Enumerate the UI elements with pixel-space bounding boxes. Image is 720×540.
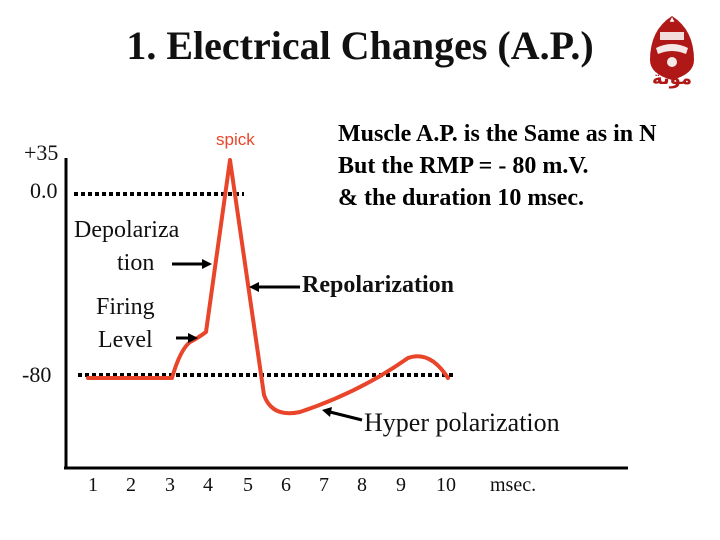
note-line: & the duration 10 msec.: [338, 185, 584, 211]
firing-level-label-2: Level: [98, 327, 153, 353]
depolarization-label-2: tion: [117, 250, 155, 276]
y-label-plus35: +35: [24, 140, 59, 165]
depolarization-label: Depolariza: [74, 217, 180, 243]
action-potential-curve: [86, 158, 450, 416]
hyperpolarization-label: Hyper polarization: [364, 408, 560, 437]
repolarization-arrow: [249, 282, 300, 292]
x-tick: 6: [281, 474, 291, 496]
depolarization-arrow: [172, 259, 212, 269]
note-line: Muscle A.P. is the Same as in N: [338, 121, 657, 147]
y-label-zero: 0.0: [30, 178, 58, 203]
firing-level-label: Firing: [96, 294, 155, 320]
firing-level-arrow: [176, 333, 198, 343]
note-line: But the RMP = - 80 m.V.: [338, 153, 589, 179]
x-tick: 8: [357, 474, 367, 496]
university-seal-icon: ▲: [650, 16, 694, 80]
x-tick: 10: [436, 474, 456, 496]
repolarization-label: Repolarization: [302, 272, 454, 298]
logo-caption: موتة: [652, 68, 692, 89]
note-text: Muscle A.P. is the Same as in N But the …: [338, 118, 656, 214]
x-tick: 3: [165, 474, 175, 496]
x-tick: 5: [243, 474, 253, 496]
x-axis-unit: msec.: [490, 474, 537, 496]
svg-text:▲: ▲: [670, 16, 675, 23]
x-tick: 4: [203, 474, 213, 496]
hyperpolarization-arrow: [322, 407, 363, 422]
x-tick: 2: [126, 474, 136, 496]
slide-title: 1. Electrical Changes (A.P.): [126, 23, 594, 68]
x-tick: 9: [396, 474, 406, 496]
spike-label: spick: [216, 130, 255, 149]
y-label-minus80: -80: [22, 362, 52, 387]
x-tick: 1: [88, 474, 98, 496]
x-tick: 7: [319, 474, 329, 496]
